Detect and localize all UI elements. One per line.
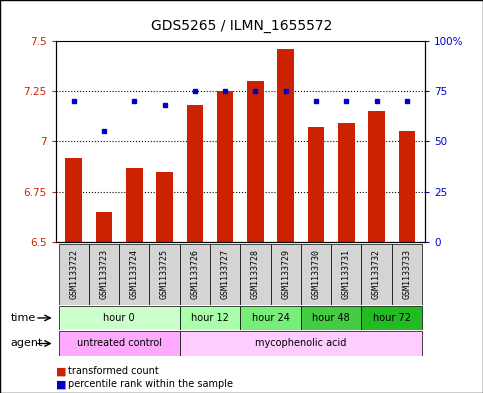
Text: mycophenolic acid: mycophenolic acid — [255, 338, 347, 349]
Bar — [180, 244, 210, 305]
Bar — [247, 81, 264, 242]
Bar — [308, 127, 325, 242]
Bar — [277, 49, 294, 242]
Bar — [149, 244, 180, 305]
Text: transformed count: transformed count — [68, 366, 158, 376]
Text: GSM1133730: GSM1133730 — [312, 248, 321, 299]
Bar — [361, 244, 392, 305]
Text: GSM1133733: GSM1133733 — [402, 248, 412, 299]
Bar — [398, 131, 415, 242]
Bar — [392, 244, 422, 305]
Bar — [331, 244, 361, 305]
Text: GSM1133728: GSM1133728 — [251, 248, 260, 299]
Text: GSM1133727: GSM1133727 — [221, 248, 229, 299]
Text: ■: ■ — [56, 366, 66, 376]
Bar — [361, 306, 422, 330]
Text: time: time — [11, 313, 36, 323]
Bar — [126, 167, 142, 242]
Bar — [58, 306, 180, 330]
Bar — [338, 123, 355, 242]
Text: GSM1133729: GSM1133729 — [281, 248, 290, 299]
Text: GSM1133722: GSM1133722 — [69, 248, 78, 299]
Bar — [180, 306, 241, 330]
Bar — [89, 244, 119, 305]
Text: GSM1133732: GSM1133732 — [372, 248, 381, 299]
Bar — [58, 244, 89, 305]
Text: agent: agent — [11, 338, 43, 349]
Bar — [270, 244, 301, 305]
Text: percentile rank within the sample: percentile rank within the sample — [68, 379, 233, 389]
Bar — [119, 244, 149, 305]
Bar — [301, 244, 331, 305]
Bar — [368, 111, 385, 242]
Text: hour 72: hour 72 — [373, 313, 411, 323]
Text: hour 0: hour 0 — [103, 313, 135, 323]
Text: GDS5265 / ILMN_1655572: GDS5265 / ILMN_1655572 — [151, 18, 332, 33]
Text: GSM1133724: GSM1133724 — [130, 248, 139, 299]
Bar — [156, 171, 173, 242]
Bar — [186, 105, 203, 242]
Bar — [180, 331, 422, 356]
Bar — [210, 244, 241, 305]
Bar — [58, 331, 180, 356]
Bar — [65, 158, 82, 242]
Text: GSM1133731: GSM1133731 — [342, 248, 351, 299]
Text: GSM1133726: GSM1133726 — [190, 248, 199, 299]
Bar — [96, 211, 113, 242]
Text: ■: ■ — [56, 379, 66, 389]
Text: untreated control: untreated control — [77, 338, 162, 349]
Text: GSM1133723: GSM1133723 — [99, 248, 109, 299]
Text: hour 48: hour 48 — [313, 313, 350, 323]
Bar — [217, 91, 233, 242]
Bar — [241, 306, 301, 330]
Bar — [241, 244, 270, 305]
Text: hour 12: hour 12 — [191, 313, 229, 323]
Text: GSM1133725: GSM1133725 — [160, 248, 169, 299]
Bar — [301, 306, 361, 330]
Text: hour 24: hour 24 — [252, 313, 289, 323]
